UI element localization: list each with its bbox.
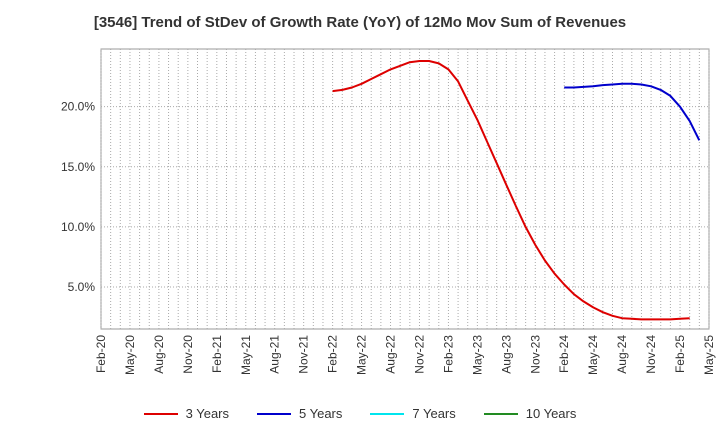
x-tick-label: May-25 xyxy=(702,335,716,375)
legend-label-5-years: 5 Years xyxy=(299,406,343,421)
x-tick-label: May-21 xyxy=(239,335,253,375)
x-tick-label: Aug-22 xyxy=(384,335,398,374)
y-tick-label: 10.0% xyxy=(61,220,95,234)
x-tick-label: Nov-22 xyxy=(412,335,426,374)
x-tick-label: Feb-20 xyxy=(94,335,108,373)
legend-item-10-years: 10 Years xyxy=(483,406,577,421)
x-tick-label: Nov-20 xyxy=(181,335,195,374)
x-tick-label: Nov-24 xyxy=(644,335,658,374)
x-tick-label: May-20 xyxy=(123,335,137,375)
legend-item-7-years: 7 Years xyxy=(370,406,456,421)
y-tick-label: 15.0% xyxy=(61,160,95,174)
x-tick-label: Aug-24 xyxy=(615,335,629,374)
x-tick-label: Feb-21 xyxy=(210,335,224,373)
series-line-5-years xyxy=(564,82,701,141)
legend-item-3-years: 3 Years xyxy=(143,406,229,421)
x-tick-label: Feb-24 xyxy=(557,335,571,373)
x-tick-label: May-22 xyxy=(355,335,369,375)
legend-item-5-years: 5 Years xyxy=(257,406,342,421)
chart-title: [3546] Trend of StDev of Growth Rate (Yo… xyxy=(93,14,627,31)
series-line-3-years xyxy=(332,60,690,321)
y-axis: 5.0% 10.0% 15.0% 20.0% xyxy=(61,100,95,294)
x-tick-label: May-24 xyxy=(586,335,600,375)
legend-swatch-5-years xyxy=(257,412,291,415)
legend-swatch-7-years xyxy=(370,412,405,415)
x-tick-label: Feb-25 xyxy=(673,335,687,373)
x-axis: Feb-20 May-20 Aug-20 Nov-20 Feb-21 May-21 Aug-… xyxy=(94,335,716,375)
legend-swatch-10-years xyxy=(483,412,518,415)
y-tick-label: 20.0% xyxy=(61,100,95,114)
legend-swatch-3-years xyxy=(143,412,178,415)
legend-label-10-years: 10 Years xyxy=(525,406,577,421)
x-tick-label: Nov-23 xyxy=(528,335,542,374)
legend-label-7-years: 7 Years xyxy=(412,406,456,421)
x-tick-label: Aug-21 xyxy=(268,335,282,374)
plot-area xyxy=(100,48,710,330)
x-tick-label: May-23 xyxy=(470,335,484,375)
legend: 3 Years 5 Years 7 Years 10 Years xyxy=(0,406,720,421)
gridlines xyxy=(100,49,710,329)
y-tick-label: 5.0% xyxy=(68,280,96,294)
x-tick-label: Nov-21 xyxy=(297,335,311,374)
x-tick-label: Aug-23 xyxy=(499,335,513,374)
x-tick-label: Aug-20 xyxy=(152,335,166,374)
legend-label-3-years: 3 Years xyxy=(185,406,229,421)
x-tick-label: Feb-22 xyxy=(326,335,340,373)
x-tick-label: Feb-23 xyxy=(441,335,455,373)
series-lines xyxy=(332,60,701,321)
